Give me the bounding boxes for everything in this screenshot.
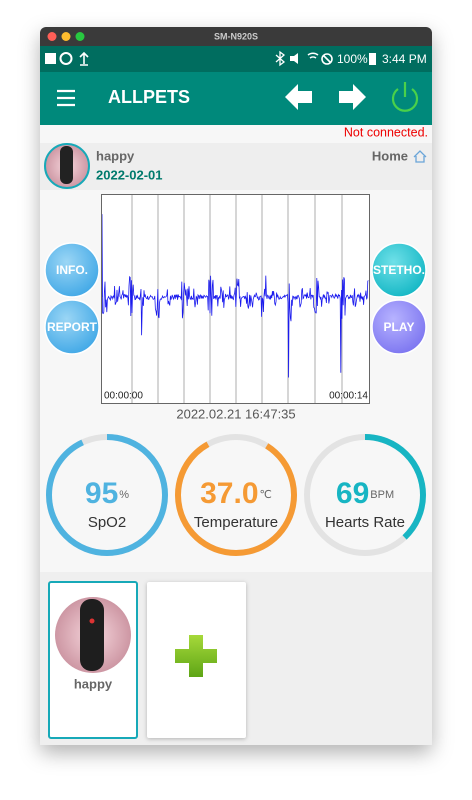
- recording-end: 00:00:14: [329, 391, 368, 402]
- gauge-arc: [46, 434, 168, 556]
- minimize-button[interactable]: [61, 32, 71, 41]
- title-bar: [40, 27, 432, 46]
- menu-button[interactable]: [57, 89, 75, 107]
- zoom-button[interactable]: [75, 32, 85, 41]
- profile-date: 2022-02-01: [96, 167, 163, 182]
- pet-avatar-device: [80, 599, 104, 671]
- pet-avatar-led: [89, 618, 95, 624]
- button-circle: [44, 242, 100, 298]
- gauge-arc: [304, 434, 426, 556]
- connection-status: Not connected.: [344, 125, 428, 139]
- gauge-value: 69: [336, 477, 369, 510]
- play-button[interactable]: PLAY: [371, 299, 427, 355]
- button-label: PLAY: [384, 320, 415, 334]
- gauge-value: 95: [85, 477, 118, 510]
- gauge-unit: BPM: [370, 489, 394, 501]
- button-label: REPORT: [47, 320, 98, 334]
- close-button[interactable]: [47, 32, 57, 41]
- button-label: STETHO.: [373, 263, 425, 277]
- gauge-arc: [175, 434, 297, 556]
- gauge-reading: 95%: [85, 477, 129, 510]
- gauge-value: 37.0: [200, 477, 258, 510]
- add-pet-card[interactable]: [147, 582, 246, 738]
- bluetooth-icon: [275, 50, 286, 67]
- wifi-icon: [307, 52, 319, 59]
- battery-icon: [369, 53, 376, 65]
- gauge-unit: ℃: [260, 489, 272, 501]
- battery-percent: 100%: [337, 52, 368, 66]
- status-bar: [40, 46, 432, 72]
- status-icon: [79, 51, 89, 66]
- add-icon: [175, 635, 217, 677]
- back-arrow[interactable]: [285, 84, 312, 110]
- waveform: [102, 214, 369, 378]
- status-icon: [45, 53, 56, 64]
- power-icon: [391, 88, 419, 112]
- report-button[interactable]: REPORT: [44, 299, 100, 355]
- gauge-label: Temperature: [194, 514, 278, 531]
- status-icon: [59, 52, 73, 65]
- button-circle: [371, 299, 427, 355]
- home-link[interactable]: Home: [372, 148, 408, 163]
- mute-icon: [290, 53, 298, 64]
- stetho-button[interactable]: STETHO.: [371, 242, 427, 298]
- recording-start: 00:00:00: [104, 391, 143, 402]
- app-title: ALLPETS: [108, 87, 190, 107]
- profile-name: happy: [96, 148, 135, 163]
- power-button[interactable]: [391, 82, 419, 112]
- gauge-reading: 69BPM: [336, 477, 394, 510]
- forward-arrow[interactable]: [339, 84, 366, 110]
- profile-avatar-device: [60, 146, 73, 184]
- info-button[interactable]: INFO.: [44, 242, 100, 298]
- home-icon[interactable]: [413, 150, 427, 163]
- button-circle: [371, 242, 427, 298]
- gauge-unit: %: [119, 489, 129, 501]
- profile-row: [40, 143, 432, 190]
- gauges: 95% SpO2 37.0℃ Temperature 69BPM Hearts Rate: [46, 434, 426, 556]
- recording-timestamp: 2022.02.21 16:47:35: [176, 406, 295, 421]
- gauge-label: Hearts Rate: [325, 514, 405, 531]
- pet-card[interactable]: happy: [48, 581, 138, 739]
- button-label: INFO.: [56, 263, 88, 277]
- gauge-reading: 37.0℃: [200, 477, 272, 510]
- pet-name: happy: [74, 676, 113, 691]
- dnd-icon: [321, 53, 333, 65]
- clock: 3:44 PM: [382, 52, 427, 66]
- button-circle: [44, 299, 100, 355]
- app-bar: [40, 72, 432, 125]
- gauge-label: SpO2: [88, 514, 126, 531]
- dnd-icon: [322, 54, 332, 64]
- window-title: SM-N920S: [214, 31, 258, 41]
